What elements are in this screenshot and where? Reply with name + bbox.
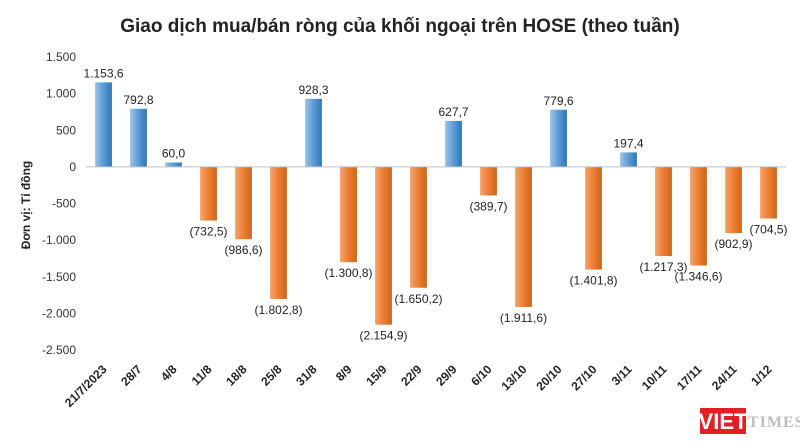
data-label: (1.650,2)	[394, 292, 442, 306]
data-label: 928,3	[298, 83, 328, 97]
bar	[620, 152, 637, 167]
data-label: (2.154,9)	[359, 329, 407, 343]
x-tick-label: 6/10	[468, 362, 495, 389]
y-axis-label: Đơn vị: Tỉ đồng	[19, 161, 33, 250]
x-axis-ticks: 21/7/2023 28/7 4/8 11/8 18/8 25/8 31/8 8/9 15/9 2…	[62, 362, 775, 410]
logo-viet-text: VIET	[699, 409, 748, 434]
bar	[550, 109, 567, 167]
x-tick-label: 3/11	[609, 362, 635, 388]
bar	[305, 98, 322, 167]
y-tick-label: 0	[69, 160, 76, 174]
bar	[480, 166, 497, 196]
bars	[95, 82, 777, 325]
bar	[375, 166, 392, 325]
y-tick-label: 1.000	[46, 87, 76, 101]
data-label: (1.911,6)	[500, 311, 547, 325]
x-tick-label: 31/8	[293, 362, 320, 389]
bar	[690, 166, 707, 266]
x-tick-label: 8/9	[333, 362, 355, 384]
data-label: (704,5)	[749, 222, 787, 236]
x-tick-label: 10/11	[639, 362, 670, 393]
x-tick-label: 29/9	[433, 362, 460, 389]
bar	[760, 166, 777, 219]
bar	[655, 166, 672, 257]
x-tick-label: 15/9	[363, 362, 390, 389]
data-label: 1.153,6	[83, 66, 123, 80]
x-tick-label: 28/7	[118, 362, 145, 389]
data-label: (1.802,8)	[254, 303, 302, 317]
x-tick-label: 13/10	[498, 362, 529, 393]
logo-times-text: TIMES	[748, 414, 800, 431]
bar	[235, 166, 252, 240]
x-tick-label: 24/11	[709, 362, 740, 393]
data-label: (902,9)	[714, 237, 752, 251]
data-label: 60,0	[162, 146, 186, 160]
bar	[200, 166, 217, 221]
y-tick-label: -1.000	[42, 233, 76, 247]
bar	[130, 108, 147, 167]
data-label: 627,7	[438, 105, 468, 119]
bar	[270, 166, 287, 299]
data-label: (1.346,6)	[674, 270, 722, 284]
logo-red-block	[700, 408, 746, 434]
data-label: (732,5)	[189, 225, 227, 239]
y-tick-label: -500	[52, 197, 76, 211]
data-label: (1.300,8)	[324, 266, 372, 280]
y-axis-ticks: 1.500 1.000 500 0 -500 -1.000 -1.500 -2.000 -2.5…	[42, 50, 76, 357]
data-label: (1.217,3)	[639, 260, 687, 274]
bar	[725, 166, 742, 234]
bar	[340, 166, 357, 263]
x-tick-label: 21/7/2023	[62, 362, 110, 410]
data-label: 779,6	[543, 94, 573, 108]
x-tick-label: 25/8	[258, 362, 285, 389]
bar	[445, 120, 462, 167]
x-tick-label: 4/8	[158, 362, 180, 384]
x-tick-label: 22/9	[398, 362, 425, 389]
x-tick-label: 17/11	[674, 362, 705, 393]
y-tick-label: 1.500	[46, 50, 76, 64]
data-label: 197,4	[613, 136, 643, 150]
bar	[585, 166, 602, 270]
bar	[515, 166, 532, 307]
x-tick-label: 11/8	[189, 362, 215, 388]
data-label: 792,8	[123, 93, 153, 107]
x-tick-label: 18/8	[223, 362, 250, 389]
y-tick-label: 500	[56, 123, 76, 137]
chart-title: Giao dịch mua/bán ròng của khối ngoại tr…	[120, 16, 679, 37]
data-label: (986,6)	[224, 243, 262, 257]
y-tick-label: -1.500	[42, 270, 76, 284]
x-tick-label: 27/10	[568, 362, 599, 393]
x-tick-label: 1/12	[748, 362, 775, 389]
data-label: (389,7)	[469, 199, 507, 213]
x-tick-label: 20/10	[533, 362, 564, 393]
bar	[410, 166, 427, 288]
data-label: (1.401,8)	[569, 274, 617, 288]
bar	[165, 162, 182, 167]
y-tick-label: -2.000	[42, 306, 76, 320]
bar	[95, 82, 112, 167]
y-tick-label: -2.500	[42, 343, 76, 357]
viettimes-logo: VIET TIMES	[699, 408, 800, 434]
